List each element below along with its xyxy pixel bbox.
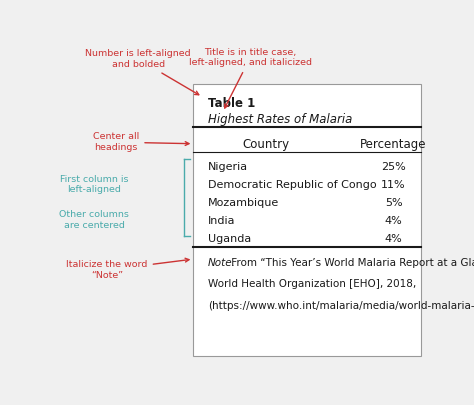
Text: Table 1: Table 1: [208, 97, 255, 110]
Text: Mozambique: Mozambique: [208, 198, 279, 208]
Text: First column is
left-aligned: First column is left-aligned: [60, 175, 128, 194]
Text: 11%: 11%: [381, 180, 406, 190]
Text: 25%: 25%: [381, 162, 406, 173]
Text: From “This Year’s World Malaria Report at a Glance,” by: From “This Year’s World Malaria Report a…: [228, 258, 474, 268]
Text: Center all
headings: Center all headings: [93, 132, 189, 152]
Text: Percentage: Percentage: [360, 139, 427, 151]
Text: Country: Country: [242, 139, 290, 151]
Text: Italicize the word
“Note”: Italicize the word “Note”: [66, 258, 189, 280]
Text: Other columns
are centered: Other columns are centered: [59, 211, 129, 230]
Text: Note.: Note.: [208, 258, 236, 268]
Text: Highest Rates of Malaria: Highest Rates of Malaria: [208, 113, 352, 126]
Text: 4%: 4%: [385, 234, 402, 243]
FancyBboxPatch shape: [193, 85, 421, 356]
Text: (https://www.who.int/malaria/media/world-malaria-report-2018/en/).: (https://www.who.int/malaria/media/world…: [208, 301, 474, 311]
Text: Uganda: Uganda: [208, 234, 251, 243]
Text: World Health Organization [EHO], 2018,: World Health Organization [EHO], 2018,: [208, 279, 416, 289]
Text: Nigeria: Nigeria: [208, 162, 248, 173]
Text: India: India: [208, 216, 236, 226]
Text: 5%: 5%: [385, 198, 402, 208]
Text: Title is in title case,
left-aligned, and italicized: Title is in title case, left-aligned, an…: [189, 48, 312, 108]
Text: Number is left-aligned
and bolded: Number is left-aligned and bolded: [85, 49, 199, 95]
Text: 4%: 4%: [385, 216, 402, 226]
Text: Democratic Republic of Congo: Democratic Republic of Congo: [208, 180, 377, 190]
